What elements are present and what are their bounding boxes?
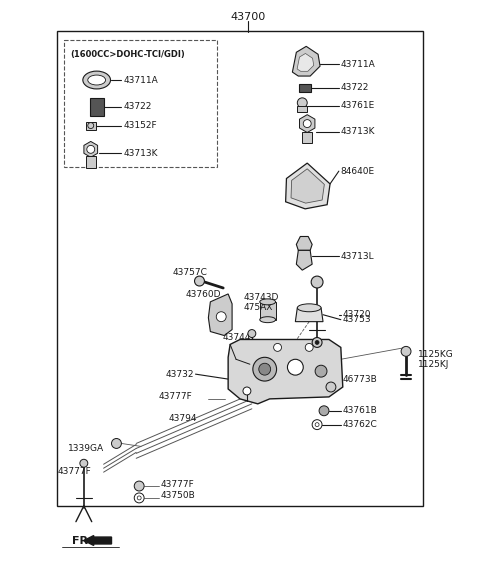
Circle shape [312, 420, 322, 430]
Bar [300, 84, 311, 92]
Text: 43743D: 43743D [244, 293, 279, 303]
Circle shape [259, 363, 271, 375]
Circle shape [216, 312, 226, 321]
Circle shape [253, 358, 276, 381]
Text: 43757C: 43757C [173, 268, 208, 277]
Text: 43777F: 43777F [57, 467, 91, 476]
Text: 475AX: 475AX [244, 303, 273, 312]
Text: 46773B: 46773B [343, 375, 378, 384]
Text: (1600CC>DOHC-TCI/GDI): (1600CC>DOHC-TCI/GDI) [70, 50, 185, 59]
Circle shape [319, 406, 329, 416]
Bar [86, 122, 96, 129]
Text: 43711A: 43711A [123, 76, 158, 85]
Text: 1339GA: 1339GA [68, 444, 104, 453]
Text: 1125KJ: 1125KJ [418, 360, 449, 369]
Bar [297, 106, 307, 112]
Polygon shape [208, 294, 232, 336]
Text: 43700: 43700 [230, 11, 265, 22]
Polygon shape [295, 308, 323, 321]
Text: 84640E: 84640E [341, 166, 375, 176]
Polygon shape [260, 302, 276, 320]
Bar [90, 98, 104, 116]
Polygon shape [296, 251, 312, 270]
Text: FR.: FR. [72, 535, 93, 546]
Text: 43794: 43794 [169, 414, 197, 423]
Polygon shape [296, 236, 312, 251]
Circle shape [134, 493, 144, 503]
Text: 43760D: 43760D [186, 291, 221, 299]
Circle shape [326, 382, 336, 392]
Text: 43777F: 43777F [159, 392, 192, 402]
Text: 43732: 43732 [166, 370, 194, 379]
Text: 43722: 43722 [123, 102, 152, 112]
Text: 43711A: 43711A [341, 59, 375, 69]
Ellipse shape [260, 299, 276, 305]
Polygon shape [84, 141, 97, 157]
Circle shape [134, 481, 144, 491]
FancyArrow shape [84, 535, 111, 546]
Text: 43761B: 43761B [343, 406, 378, 415]
Circle shape [248, 329, 256, 337]
Polygon shape [297, 53, 314, 72]
Circle shape [315, 423, 319, 427]
Ellipse shape [88, 75, 106, 85]
Polygon shape [291, 169, 324, 203]
Text: 43722: 43722 [341, 84, 369, 93]
Circle shape [305, 343, 313, 351]
Ellipse shape [260, 317, 276, 323]
Circle shape [243, 387, 251, 395]
Polygon shape [228, 339, 343, 404]
Text: 43750B: 43750B [161, 491, 196, 500]
Circle shape [311, 276, 323, 288]
Text: 43762C: 43762C [343, 420, 378, 429]
Circle shape [315, 366, 327, 377]
Ellipse shape [297, 304, 321, 312]
Circle shape [297, 98, 307, 108]
Text: 43713L: 43713L [341, 252, 374, 261]
Circle shape [87, 145, 95, 153]
Circle shape [111, 439, 121, 448]
Text: 43713K: 43713K [123, 149, 158, 158]
Circle shape [137, 496, 141, 500]
Polygon shape [286, 163, 330, 209]
Ellipse shape [83, 71, 110, 89]
Circle shape [303, 120, 311, 128]
Text: 43713K: 43713K [341, 127, 375, 136]
Bar [302, 132, 312, 144]
Circle shape [88, 122, 94, 129]
Text: 43777F: 43777F [161, 479, 195, 488]
Bar [64, 41, 217, 167]
Polygon shape [300, 114, 315, 133]
Text: 1125KG: 1125KG [418, 350, 454, 359]
Bar [86, 156, 96, 168]
Text: 43753: 43753 [343, 315, 372, 324]
Text: 43744: 43744 [222, 333, 251, 342]
Polygon shape [292, 46, 320, 76]
Circle shape [312, 337, 322, 347]
Text: 43761E: 43761E [341, 101, 375, 110]
Circle shape [80, 459, 88, 467]
Circle shape [401, 347, 411, 356]
Bar [57, 30, 423, 506]
Text: 43152F: 43152F [123, 121, 157, 130]
Text: 43720: 43720 [343, 310, 372, 319]
Circle shape [288, 359, 303, 375]
Circle shape [194, 276, 204, 286]
Circle shape [315, 340, 319, 344]
Circle shape [274, 343, 281, 351]
